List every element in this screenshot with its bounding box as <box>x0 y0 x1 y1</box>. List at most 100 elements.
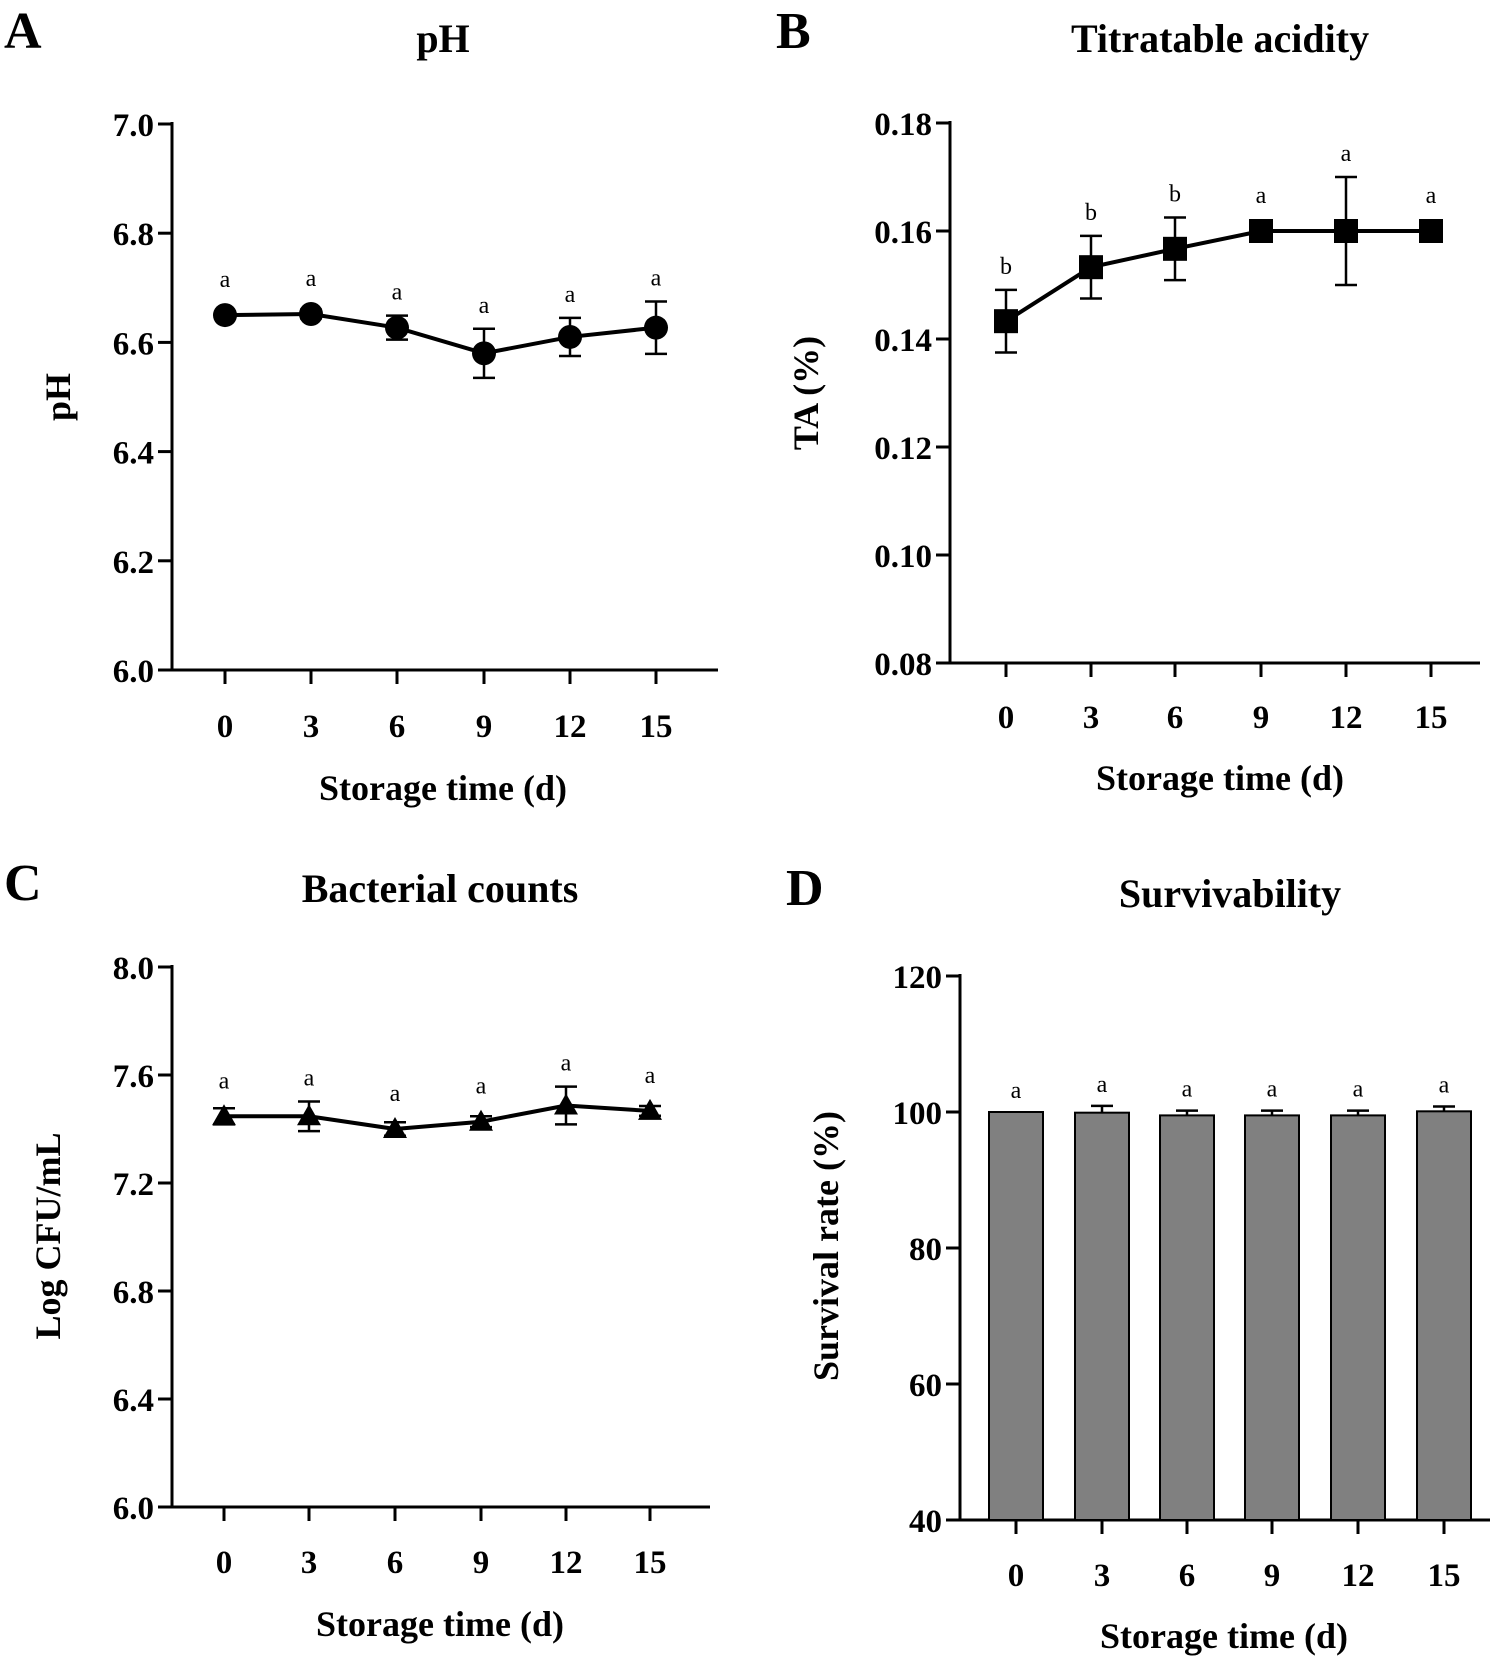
bacteria-data-point <box>383 1117 407 1138</box>
survival-title: Survivability <box>1119 871 1341 916</box>
bacteria-x-tick-label: 3 <box>301 1545 318 1581</box>
ta-series-line <box>1004 229 1431 323</box>
survival-bar <box>1416 1110 1472 1521</box>
bacteria-significance-letter: a <box>476 1074 487 1100</box>
ta-significance-letter: a <box>1426 183 1437 209</box>
bacteria-y-axis-label: Log CFU/mL <box>28 1133 68 1340</box>
ph-x-tick-label: 6 <box>389 709 406 745</box>
survival-significance-letter: a <box>1182 1077 1193 1103</box>
ta-x-tick-label: 6 <box>1167 700 1184 736</box>
bacteria-significance-letter: a <box>390 1081 401 1107</box>
ph-x-tick-label: 9 <box>476 709 493 745</box>
ph-title: pH <box>416 16 469 61</box>
bacteria-series-line <box>224 1103 651 1132</box>
bacteria-data-point <box>297 1104 321 1126</box>
ta-x-axis-label: Storage time (d) <box>1096 758 1344 798</box>
ta-significance-letter: a <box>1256 183 1267 209</box>
panel-letter-bacteria: C <box>4 855 42 912</box>
ta-y-tick-label: 0.12 <box>874 431 932 467</box>
ta-data-point <box>1163 236 1187 261</box>
ta-title: Titratable acidity <box>1071 16 1369 61</box>
bacteria-title: Bacterial counts <box>302 866 579 911</box>
ta-y-tick-label: 0.10 <box>874 539 932 575</box>
bacteria-y-tick-label: 6.4 <box>113 1383 154 1419</box>
ta-x-tick-label: 0 <box>998 700 1015 736</box>
survival-y-tick-label: 120 <box>893 960 943 996</box>
ph-significance-letter: a <box>651 265 662 291</box>
bacteria-y-tick-label: 7.2 <box>113 1167 154 1203</box>
panel-letter-survival: D <box>786 860 824 917</box>
survival-bar <box>1159 1114 1215 1522</box>
ph-y-tick-label: 7.0 <box>113 108 154 144</box>
bacteria-y-tick-label: 6.0 <box>113 1491 154 1527</box>
ph-data-point <box>644 315 668 340</box>
survival-bar <box>988 1111 1044 1521</box>
bacteria-x-axis-label: Storage time (d) <box>316 1604 564 1644</box>
ta-x-tick-label: 3 <box>1083 700 1100 736</box>
ph-x-axis-label: Storage time (d) <box>319 768 567 808</box>
survival-x-tick-label: 12 <box>1342 1558 1375 1594</box>
panel-ta-chart: B Titratable acidity 0.08 0.10 0.12 0.14 0.16 0… <box>776 3 1480 798</box>
bacteria-significance-letter: a <box>645 1063 656 1089</box>
panel-survival-chart: D Survivability 40 60 80 100 120 0 3 6 9 12 15 Storag… <box>786 860 1490 1656</box>
ta-data-point <box>1249 219 1273 243</box>
survival-y-tick-label: 100 <box>893 1096 943 1132</box>
ph-x-tick-label: 15 <box>640 709 673 745</box>
ta-x-tick-label: 9 <box>1253 700 1270 736</box>
ta-y-tick-label: 0.14 <box>874 323 932 359</box>
ta-data-point <box>1334 219 1358 243</box>
ph-significance-letter: a <box>392 280 403 306</box>
survival-x-tick-label: 0 <box>1008 1558 1025 1594</box>
ta-x-tick-label: 12 <box>1330 700 1363 736</box>
bacteria-x-tick-label: 15 <box>634 1545 667 1581</box>
bacteria-data-point <box>469 1109 493 1131</box>
bacteria-data-point <box>212 1104 236 1126</box>
survival-significance-letter: a <box>1097 1072 1108 1098</box>
ph-significance-letter: a <box>220 267 231 293</box>
survival-significance-letter: a <box>1267 1077 1278 1103</box>
bacteria-x-tick-label: 12 <box>550 1545 583 1581</box>
ph-significance-letter: a <box>479 293 490 319</box>
bacteria-y-tick-label: 7.6 <box>113 1059 154 1095</box>
ph-data-point <box>472 341 496 366</box>
survival-significance-letter: a <box>1439 1073 1450 1099</box>
ph-data-point <box>299 302 323 327</box>
panel-letter-ph: A <box>4 3 42 60</box>
ta-data-point <box>994 309 1018 334</box>
ta-data-point <box>1419 219 1443 243</box>
ta-data-point <box>1079 255 1103 280</box>
bacteria-x-tick-label: 0 <box>216 1545 233 1581</box>
bacteria-y-tick-label: 6.8 <box>113 1275 154 1311</box>
bacteria-x-tick-label: 9 <box>473 1545 490 1581</box>
survival-y-axis-label: Survival rate (%) <box>806 1111 846 1381</box>
survival-x-tick-label: 3 <box>1094 1558 1111 1594</box>
ph-data-point <box>213 303 237 328</box>
ph-y-tick-label: 6.8 <box>113 217 154 253</box>
survival-y-tick-label: 40 <box>909 1504 942 1540</box>
survival-bar <box>1074 1111 1130 1522</box>
bacteria-significance-letter: a <box>561 1051 572 1077</box>
ta-significance-letter: a <box>1341 141 1352 167</box>
ph-significance-letter: a <box>565 282 576 308</box>
ph-significance-letter: a <box>306 266 317 292</box>
ph-x-tick-label: 0 <box>217 709 234 745</box>
ph-data-point <box>385 315 409 340</box>
ta-significance-letter: b <box>1000 254 1012 280</box>
survival-bar <box>1330 1114 1386 1522</box>
ph-y-tick-label: 6.6 <box>113 326 154 362</box>
survival-x-tick-label: 9 <box>1264 1558 1281 1594</box>
panel-letter-ta: B <box>776 3 811 60</box>
ta-y-tick-label: 0.16 <box>874 215 932 251</box>
bacteria-data-point <box>638 1098 662 1120</box>
ph-y-tick-label: 6.2 <box>113 545 154 581</box>
survival-significance-letter: a <box>1011 1078 1022 1104</box>
survival-bar <box>1244 1114 1300 1522</box>
ta-significance-letter: b <box>1169 182 1181 208</box>
survival-y-tick-label: 80 <box>909 1232 942 1268</box>
bacteria-significance-letter: a <box>219 1068 230 1094</box>
panel-bacteria-chart: C Bacterial counts 6.0 6.4 6.8 7.2 7.6 8.0 0 3 6 9 1… <box>4 855 710 1644</box>
survival-significance-letter: a <box>1353 1077 1364 1103</box>
ta-y-tick-label: 0.18 <box>874 107 932 143</box>
ph-x-tick-label: 12 <box>554 709 587 745</box>
